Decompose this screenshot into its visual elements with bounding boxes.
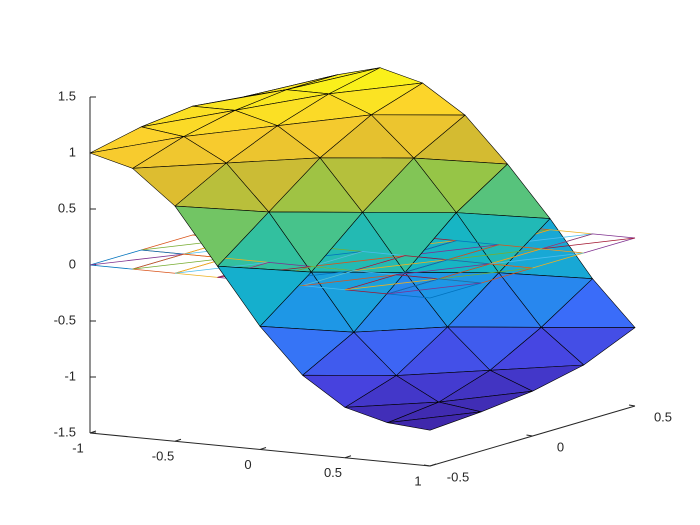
- z-tick-label: -1.5: [54, 424, 76, 439]
- y-tick: [628, 404, 636, 407]
- plane-edge: [396, 263, 491, 276]
- y-tick-label: 0: [557, 439, 564, 454]
- plane-edge: [302, 274, 397, 287]
- surface-face: [259, 325, 355, 376]
- x-tick-label: 1: [414, 473, 421, 488]
- x-tick-label: -0.5: [152, 449, 174, 464]
- plane-edge: [541, 237, 636, 250]
- surface-face: [174, 205, 270, 267]
- plane-edge: [387, 282, 482, 295]
- surface-face: [344, 401, 440, 423]
- z-tick-label: 1.5: [58, 88, 76, 103]
- plane-edge: [353, 259, 448, 272]
- plane-edge: [344, 278, 439, 291]
- z-tick-label: 0: [69, 256, 76, 271]
- z-tick-label: -1: [64, 368, 76, 383]
- x-tick-label: 0.5: [324, 465, 342, 480]
- plane-edge: [311, 255, 406, 267]
- y-tick-label: 0.5: [654, 409, 672, 424]
- y-tick-label: -0.5: [447, 469, 469, 484]
- x-tick-label: -1: [72, 440, 84, 455]
- x-tick: [429, 463, 437, 467]
- z-tick-label: 0.5: [58, 200, 76, 215]
- plane-edge: [438, 267, 533, 280]
- x-tick: [89, 430, 97, 434]
- z-tick-label: 1: [69, 144, 76, 159]
- plane-edge: [132, 257, 227, 270]
- z-tick-label: -0.5: [54, 312, 76, 327]
- plane-edge: [489, 252, 584, 265]
- surface-face: [302, 374, 397, 408]
- plane-edge: [89, 253, 184, 266]
- surface-face: [132, 162, 227, 207]
- y-tick: [423, 464, 431, 467]
- surface-face: [89, 136, 185, 169]
- surface-face: [387, 411, 482, 431]
- x-tick: [259, 447, 267, 450]
- x-tick: [344, 455, 352, 459]
- surface-face: [217, 265, 312, 327]
- y-tick: [526, 434, 533, 437]
- x-tick-label: 0: [244, 457, 251, 472]
- plane-edge: [447, 248, 542, 261]
- x-tick: [174, 438, 182, 442]
